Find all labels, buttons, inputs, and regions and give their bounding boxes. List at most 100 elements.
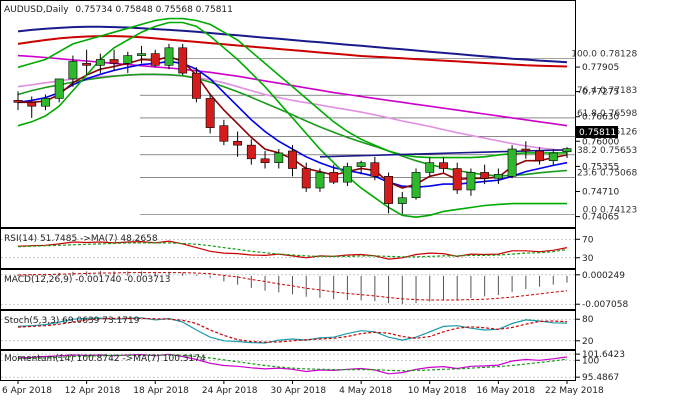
price-tick-label: 0.77905 [582,63,619,73]
candle-body [288,150,297,169]
candle-body [466,172,476,191]
date-tick-label: 4 May 2018 [339,386,392,396]
price-tick-label: 0.76630 [582,113,619,123]
candle-body [178,47,188,74]
fib-level-label: 76.4 [577,86,597,96]
candle-body [301,168,311,189]
ma-line-2 [17,54,568,127]
indicator-tick-label: 30 [582,254,594,264]
candle-body [82,63,92,66]
candle-body [68,61,78,80]
date-tick-label: 30 Apr 2018 [271,386,327,396]
fib-price-label: 0.78128 [600,49,637,59]
candle-body [205,98,215,128]
candle-body [123,55,133,64]
price-tick-label: 0.77275 [582,88,619,98]
chart-title: AUDUSD,Daily 0.75734 0.75848 0.75568 0.7… [4,5,233,15]
candle-body [452,168,462,191]
current-price-label: 0.75811 [579,128,616,138]
candle-body [548,152,558,162]
fib-price-label: 0.76126 [600,127,637,137]
indicator-label: MACD(12,26,9) -0.001740 -0.003713 [4,275,170,285]
fib-price-label: 0.74123 [600,205,637,215]
indicator-tick-label: 80 [582,315,594,325]
fib-level-label: 38.2 [577,146,597,156]
ma-line-1 [17,35,568,68]
candle-body [480,172,490,179]
fib-price-label: 0.75653 [600,146,637,156]
candle-body [425,162,435,173]
candle-body [95,59,105,66]
candle-body [41,98,50,107]
candle-body [397,197,407,204]
current-price-box [576,126,618,138]
candle-body [274,152,284,163]
candle-body [260,158,270,163]
candle-body [219,125,229,142]
price-tick-label: 0.74710 [582,188,619,198]
indicator-tick-label: -0.007058 [582,300,628,310]
candle-body [246,144,256,160]
fib-level-label: 100.0 [571,49,597,59]
candle-body [411,172,421,199]
indicator-line-1 [17,354,568,372]
ma-line-0 [17,25,568,64]
fib-price-label: 0.76598 [600,109,637,119]
candle-body [535,150,544,162]
indicator-tick-label: 20 [582,337,594,347]
macd-panel [0,269,576,310]
indicator-label: RSI(14) 51.7485 ->MA(7) 48.2658 [4,234,158,244]
fib-price-label: 0.75068 [600,169,637,179]
candle-body [233,140,243,146]
ma-line-7 [17,21,567,219]
date-tick-label: 16 May 2018 [476,386,535,396]
candle-body [507,148,517,177]
indicator-line-1 [17,317,568,343]
candle-body [315,172,325,189]
date-tick-label: 6 Apr 2018 [2,386,52,396]
ma-line-4 [17,73,568,177]
indicator-line-1 [17,242,568,258]
symbol-label: AUDUSD,Daily [4,5,69,15]
indicator-tick-label: 101.6423 [582,350,625,360]
macd-signal-line [17,272,568,301]
candle-body [439,162,448,169]
candle-body [192,72,201,99]
indicator-tick-label: 100 [582,356,599,366]
fib-level-label: 0.0 [583,205,598,215]
indicator-label: Stoch(5,3,3) 69.0639 73.1719 [4,316,140,326]
price-tick-label: 0.74065 [582,213,619,223]
candle-body [493,174,503,179]
fib-price-label: 0.77183 [600,86,637,96]
candle-body [54,78,64,99]
fib-level-label: 23.6 [577,169,597,179]
candle-body [370,162,380,177]
indicator-tick-label: 95.4867 [582,373,619,383]
candle-body [109,59,119,64]
rsi-panel [0,228,576,269]
candle-body [342,166,352,183]
ma-line-8 [17,17,567,159]
candle-body [137,53,146,56]
indicator-tick-label: 0.000249 [582,271,625,281]
candle-body [329,172,339,183]
candle-body [13,100,23,103]
date-tick-label: 22 May 2018 [545,386,604,396]
date-tick-label: 12 Apr 2018 [65,386,121,396]
candle-body [164,47,174,66]
candle-body [150,53,160,66]
candle-body [562,148,572,153]
candle-body [27,102,37,107]
stoch-panel [0,310,576,350]
price-tick-label: 0.76000 [582,137,619,147]
candle-body [521,148,531,152]
date-tick-label: 24 Apr 2018 [202,386,258,396]
indicator-tick-label: 70 [582,235,594,245]
price-tick-label: 0.75355 [582,162,619,172]
candle-body [384,176,393,204]
date-tick-label: 18 Apr 2018 [133,386,189,396]
date-tick-label: 10 May 2018 [408,386,467,396]
fib-level-label: 61.8 [577,109,597,119]
ohlc-label: 0.75734 0.75848 0.75568 0.75811 [75,5,232,15]
